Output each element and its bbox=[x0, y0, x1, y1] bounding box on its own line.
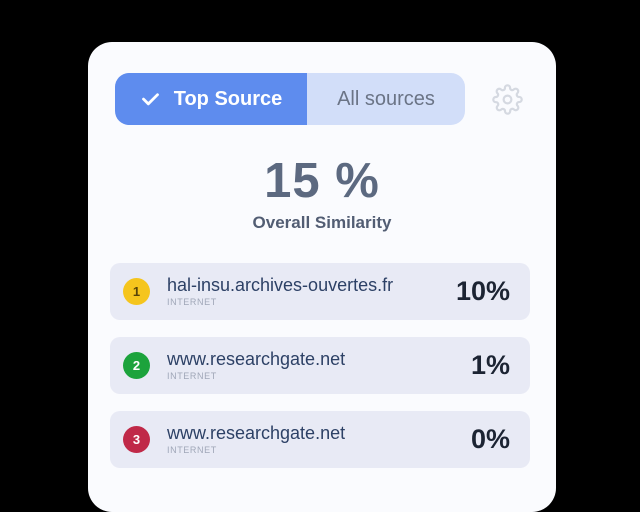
source-list: 1 hal-insu.archives-ouvertes.fr INTERNET… bbox=[110, 263, 530, 468]
source-info: www.researchgate.net INTERNET bbox=[167, 348, 346, 382]
overall-similarity-label: Overall Similarity bbox=[252, 213, 392, 232]
source-type-label: INTERNET bbox=[167, 297, 217, 308]
source-domain: www.researchgate.net bbox=[167, 348, 346, 369]
settings-gear-icon[interactable] bbox=[492, 84, 523, 115]
similarity-report-card: Top Source All sources 15 % Overall Simi… bbox=[88, 42, 556, 512]
source-domain: www.researchgate.net bbox=[167, 422, 346, 443]
source-info: www.researchgate.net INTERNET bbox=[167, 422, 346, 456]
source-view-tabs: Top Source All sources bbox=[115, 73, 465, 125]
overall-similarity-value: 15 % bbox=[264, 154, 380, 208]
tab-all-sources-label: All sources bbox=[337, 87, 435, 110]
tab-top-source[interactable]: Top Source bbox=[115, 73, 307, 125]
source-row-1[interactable]: 1 hal-insu.archives-ouvertes.fr INTERNET… bbox=[110, 263, 530, 320]
tab-all-sources[interactable]: All sources bbox=[307, 73, 465, 125]
tab-top-source-label: Top Source bbox=[173, 87, 283, 110]
rank-badge: 2 bbox=[123, 352, 150, 379]
source-percent: 1% bbox=[470, 350, 510, 380]
source-type-label: INTERNET bbox=[167, 445, 217, 456]
source-row-3[interactable]: 3 www.researchgate.net INTERNET 0% bbox=[110, 411, 530, 468]
source-row-2[interactable]: 2 www.researchgate.net INTERNET 1% bbox=[110, 337, 530, 394]
rank-badge: 3 bbox=[123, 426, 150, 453]
rank-badge: 1 bbox=[123, 278, 150, 305]
source-percent: 0% bbox=[470, 424, 510, 454]
source-info: hal-insu.archives-ouvertes.fr INTERNET bbox=[167, 274, 394, 308]
overall-similarity-summary: 15 % Overall Similarity bbox=[88, 157, 556, 233]
source-percent: 10% bbox=[455, 276, 510, 306]
source-type-label: INTERNET bbox=[167, 371, 217, 382]
source-domain: hal-insu.archives-ouvertes.fr bbox=[167, 274, 394, 295]
checkmark-icon bbox=[140, 89, 161, 110]
